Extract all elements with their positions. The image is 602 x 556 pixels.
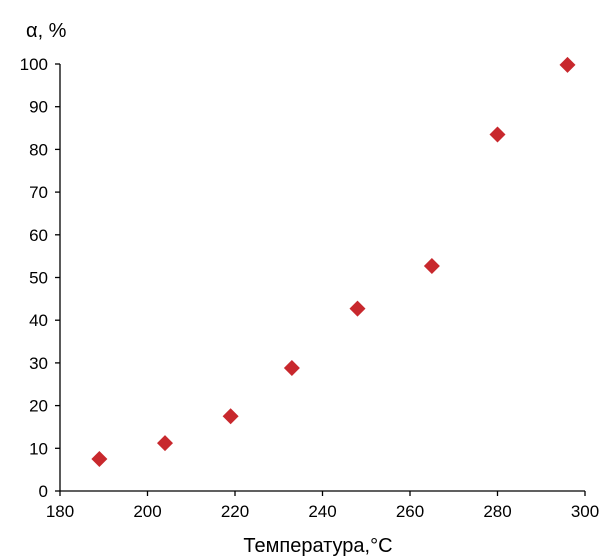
y-tick-label: 20	[29, 397, 48, 416]
x-axis-title: Температура,°С	[243, 535, 392, 556]
data-point	[283, 360, 300, 377]
x-tick-label: 300	[571, 502, 599, 521]
data-point	[349, 300, 366, 317]
y-tick-label: 80	[29, 140, 48, 159]
y-axis-ticks: 0 10 20 30 40 50 60 70 80 90 100	[20, 55, 60, 501]
y-tick-label: 90	[29, 98, 48, 117]
data-point	[91, 450, 108, 467]
data-point	[157, 435, 173, 452]
y-tick-label: 50	[29, 269, 48, 288]
x-tick-label: 240	[308, 502, 336, 521]
data-point	[423, 257, 440, 274]
x-tick-label: 220	[221, 502, 249, 521]
y-tick-label: 60	[29, 226, 48, 245]
x-axis-ticks: 180 200 220 240 260 280 300	[46, 491, 599, 521]
data-point	[559, 56, 576, 73]
y-tick-label: 40	[29, 311, 48, 330]
y-tick-label: 100	[20, 55, 48, 74]
x-tick-label: 280	[483, 502, 511, 521]
x-tick-label: 260	[396, 502, 424, 521]
y-axis-title: α, %	[26, 20, 67, 42]
y-tick-label: 30	[29, 354, 48, 373]
x-tick-label: 200	[133, 502, 161, 521]
data-point	[489, 126, 506, 143]
data-point	[222, 408, 239, 425]
y-tick-label: 10	[29, 439, 48, 458]
x-tick-label: 180	[46, 502, 74, 521]
data-points	[91, 56, 576, 467]
y-tick-label: 0	[39, 482, 48, 501]
y-tick-label: 70	[29, 183, 48, 202]
